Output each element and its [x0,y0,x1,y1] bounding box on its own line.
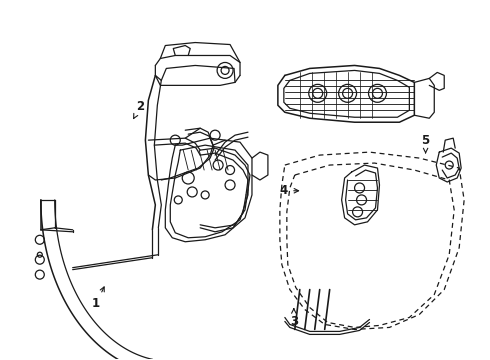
Text: 2: 2 [134,100,144,118]
Text: 4: 4 [280,184,298,197]
Text: 1: 1 [92,287,104,310]
Text: 5: 5 [421,134,430,153]
Text: 3: 3 [290,309,298,328]
